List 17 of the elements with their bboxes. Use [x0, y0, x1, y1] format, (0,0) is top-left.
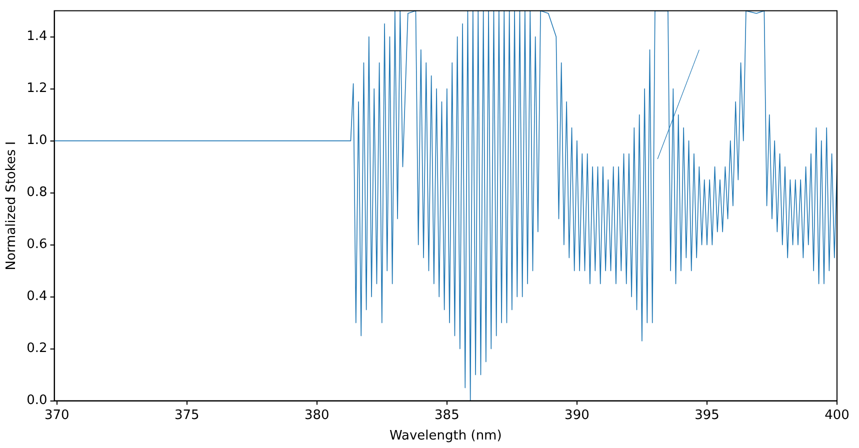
y-tick-label: 0.6	[26, 237, 48, 252]
x-tick-label: 395	[694, 408, 720, 423]
y-axis-title: Normalized Stokes I	[4, 141, 20, 270]
y-tick-label: 0.8	[26, 185, 48, 200]
y-tick-label: 1.4	[26, 29, 48, 44]
y-tick-label: 0.0	[26, 393, 48, 408]
y-tick-label: 0.4	[26, 289, 48, 304]
x-tick-label: 375	[174, 408, 200, 423]
x-tick-label: 400	[824, 408, 850, 423]
x-tick-label: 385	[434, 408, 460, 423]
x-tick-label: 370	[44, 408, 70, 423]
x-tick-label: 390	[564, 408, 590, 423]
y-tick-label: 1.2	[26, 81, 48, 96]
x-tick-label: 380	[304, 408, 330, 423]
y-tick-label: 1.0	[26, 133, 48, 148]
x-axis-title: Wavelength (nm)	[389, 428, 502, 444]
y-tick-label: 0.2	[26, 341, 48, 356]
